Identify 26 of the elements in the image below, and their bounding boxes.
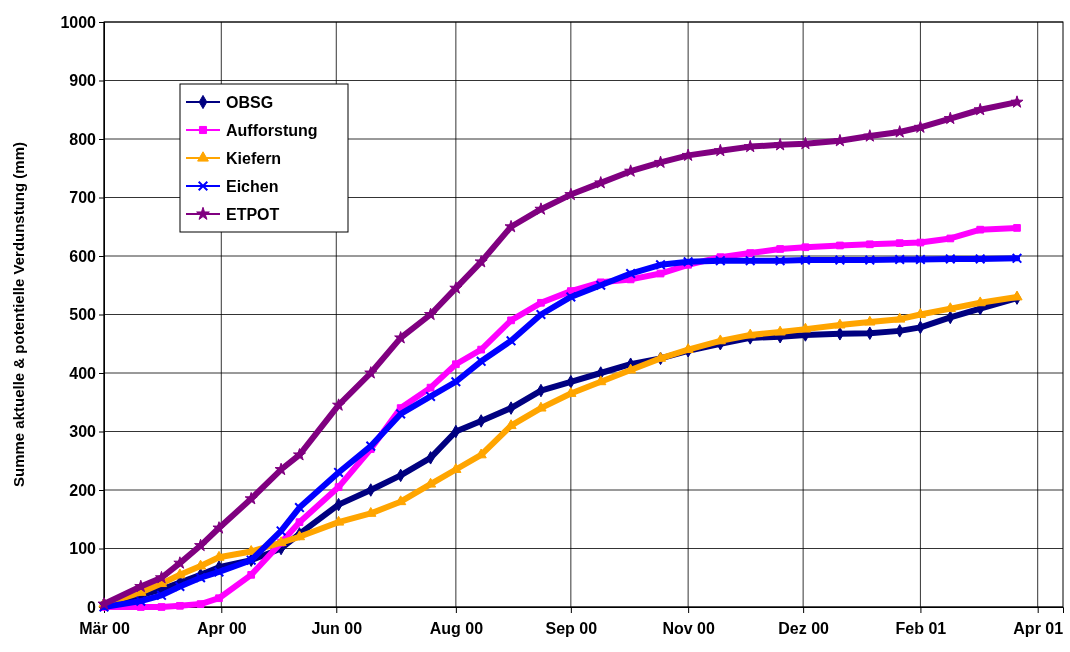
y-tick-label: 1000 bbox=[60, 13, 97, 31]
x-tick-label: Feb 01 bbox=[895, 619, 947, 637]
y-tick-label: 500 bbox=[69, 306, 97, 324]
y-tick-label: 100 bbox=[69, 540, 97, 558]
y-tick-label: 600 bbox=[69, 247, 97, 265]
x-tick-label: Jun 00 bbox=[311, 619, 363, 637]
y-tick-label: 200 bbox=[69, 481, 97, 499]
y-tick-label: 900 bbox=[69, 72, 97, 90]
y-tick-label: 0 bbox=[87, 598, 97, 616]
x-tick-label: Mär 00 bbox=[79, 619, 130, 637]
x-tick-label: Apr 01 bbox=[1013, 619, 1064, 637]
legend-label: Eichen bbox=[226, 178, 279, 195]
legend-label: ETPOT bbox=[226, 206, 280, 223]
y-tick-label: 400 bbox=[69, 364, 97, 382]
legend-label: Aufforstung bbox=[226, 122, 318, 139]
x-tick-label: Apr 00 bbox=[196, 619, 247, 637]
y-axis-title: Summe aktuelle & potentielle Verdunstung (mm) bbox=[10, 141, 27, 488]
y-tick-label: 300 bbox=[69, 423, 97, 441]
legend-label: OBSG bbox=[226, 94, 274, 111]
x-tick-label: Nov 00 bbox=[662, 619, 715, 637]
x-tick-label: Sep 00 bbox=[545, 619, 598, 637]
x-tick-label: Dez 00 bbox=[778, 619, 830, 637]
y-tick-label: 800 bbox=[69, 130, 97, 148]
y-tick-label: 700 bbox=[69, 189, 97, 207]
x-tick-label: Aug 00 bbox=[429, 619, 484, 637]
legend-label: Kiefern bbox=[226, 150, 282, 167]
